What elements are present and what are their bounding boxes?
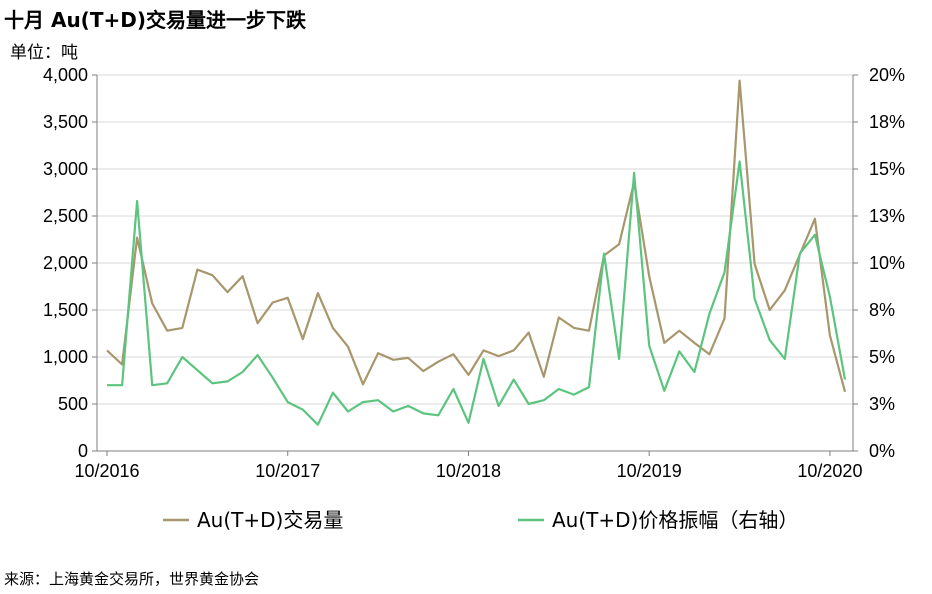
y-left-tick-label: 1,000 [43,347,88,367]
y-left-tick-label: 3,000 [43,159,88,179]
y-left-tick-label: 0 [78,441,88,461]
source-note: 来源：上海黄金交易所，世界黄金协会 [4,570,260,588]
x-tick-label: 10/2017 [255,461,320,481]
x-tick-label: 10/2016 [74,461,139,481]
y-left-tick-label: 1,500 [43,300,88,320]
y-right-tick-label: 3% [869,394,895,414]
volume-series-line [106,79,847,393]
unit-label: 单位：吨 [10,43,78,63]
legend-label: Au(T+D)交易量 [197,508,343,532]
y-right-tick-label: 13% [869,206,905,226]
y-left-tick-label: 2,500 [43,206,88,226]
y-right-tick-label: 18% [869,112,905,132]
y-right-tick-label: 10% [869,253,905,273]
y-right-tick-label: 15% [869,159,905,179]
y-left-tick-label: 3,500 [43,112,88,132]
y-right-tick-label: 5% [869,347,895,367]
y-right-tick-label: 8% [869,300,895,320]
y-left-tick-label: 2,000 [43,253,88,273]
y-left-tick-label: 500 [58,394,88,414]
x-tick-label: 10/2018 [436,461,501,481]
legend-label: Au(T+D)价格振幅（右轴） [552,508,798,532]
y-right-tick-label: 0% [869,441,895,461]
chart-title: 十月 Au(T+D)交易量进一步下跌 [4,8,306,32]
amplitude-series-line [107,160,847,426]
x-tick-label: 10/2020 [797,461,862,481]
y-right-tick-label: 20% [869,65,905,85]
x-tick-label: 10/2019 [617,461,682,481]
y-left-tick-label: 4,000 [43,65,88,85]
